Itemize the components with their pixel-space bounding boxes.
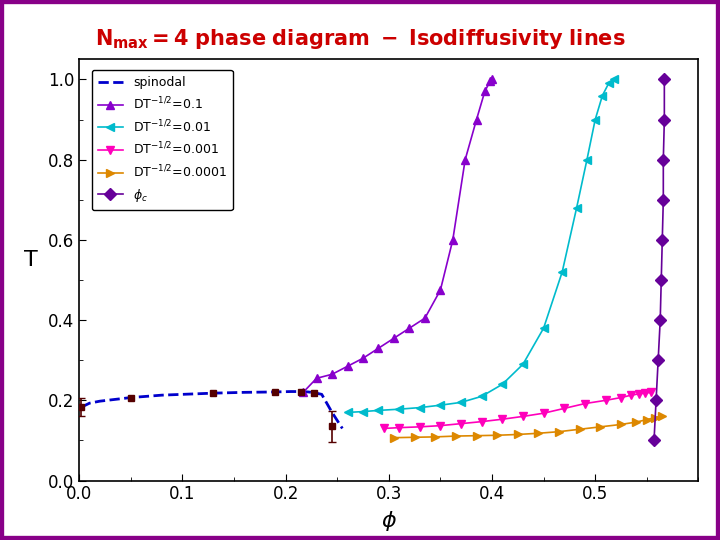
spinodal [209, 390, 217, 396]
spinodal [318, 391, 326, 397]
spinodal [287, 388, 295, 395]
spinodal [240, 389, 248, 396]
Line: spinodal: spinodal [81, 392, 343, 428]
spinodal [158, 392, 166, 399]
spinodal [85, 400, 94, 407]
spinodal [328, 409, 336, 416]
spinodal [271, 389, 279, 395]
spinodal [127, 394, 135, 401]
spinodal [304, 389, 312, 395]
spinodal [310, 389, 319, 396]
spinodal [178, 391, 186, 397]
spinodal [77, 404, 86, 410]
spinodal [338, 425, 347, 431]
Legend: spinodal, DT$^{-1/2}$=0.1, DT$^{-1/2}$=0.01, DT$^{-1/2}$=0.001, DT$^{-1/2}$=0.00: spinodal, DT$^{-1/2}$=0.1, DT$^{-1/2}$=0… [91, 70, 233, 210]
X-axis label: $\phi$: $\phi$ [381, 509, 397, 533]
spinodal [96, 398, 104, 404]
Y-axis label: T: T [24, 250, 38, 270]
spinodal [297, 388, 305, 395]
Text: $\mathbf{N_{max}}$$\mathbf{=4\ phase\ diagram\ -\ Isodiffusivity\ lines}$: $\mathbf{N_{max}}$$\mathbf{=4\ phase\ di… [95, 27, 625, 51]
